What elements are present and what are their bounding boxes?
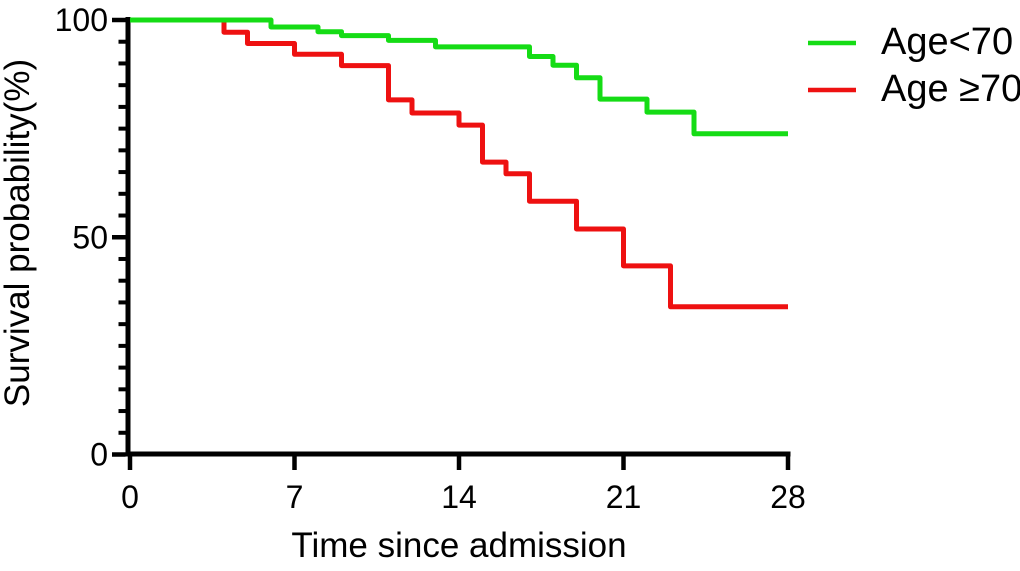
survival-curve-age-ge-70 — [130, 17, 788, 310]
axes-layer: 0 50 100 0 7 14 21 28 — [55, 2, 806, 515]
legend-label-age-ge-70: Age ≥70 — [881, 68, 1020, 110]
y-tick-label-100: 100 — [55, 2, 108, 38]
x-tick-label-21: 21 — [606, 479, 642, 515]
x-tick-label-7: 7 — [286, 479, 304, 515]
survival-curve-age-lt-70 — [130, 17, 788, 137]
y-tick-label-0: 0 — [90, 437, 108, 473]
legend-label-age-lt-70: Age<70 — [881, 21, 1013, 63]
y-tick-label-50: 50 — [72, 219, 108, 255]
x-tick-label-0: 0 — [121, 479, 139, 515]
y-axis-title: Survival probability(%) — [0, 59, 37, 407]
x-tick-label-14: 14 — [441, 479, 477, 515]
curves-layer — [130, 17, 788, 310]
axis-frame — [125, 17, 791, 457]
x-tick-label-28: 28 — [770, 479, 806, 515]
x-axis-title: Time since admission — [291, 526, 626, 565]
legend-layer: Age<70 Age ≥70 — [808, 21, 1020, 110]
